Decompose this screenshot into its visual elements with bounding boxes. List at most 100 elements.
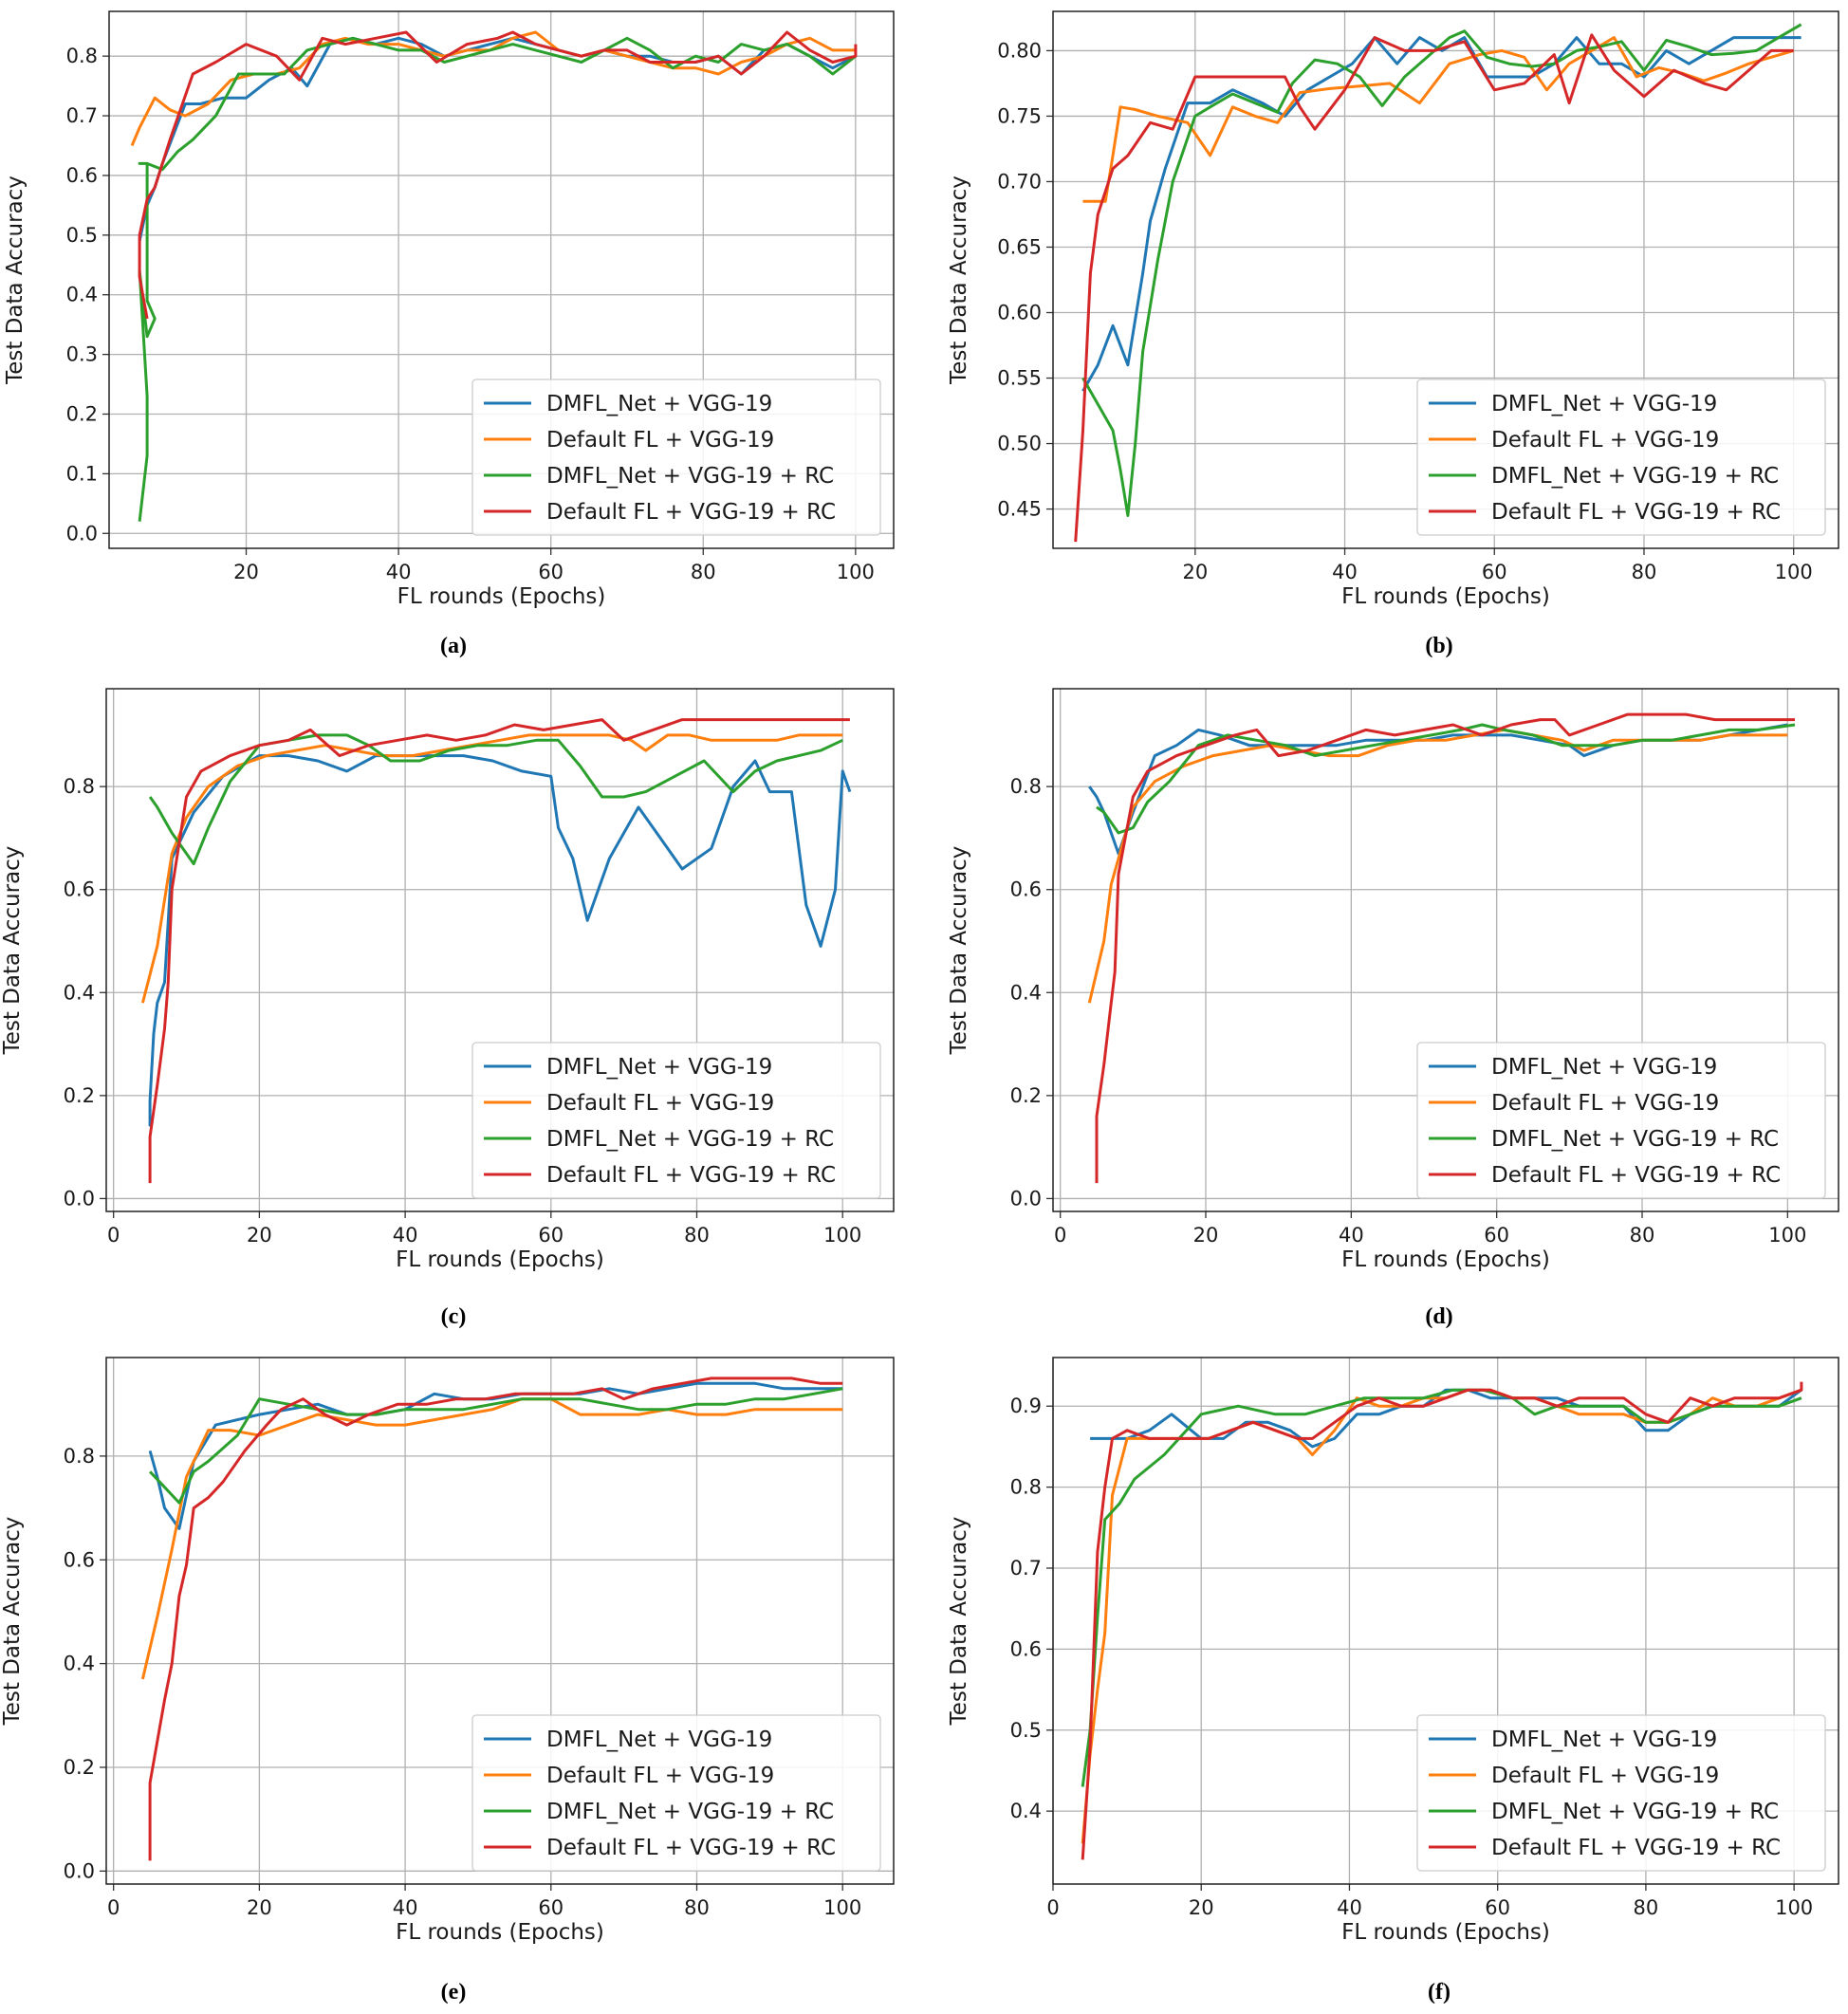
chart-panel: 0 20 40 60 80 100 0.0 0.2 0.4 0.6 0.8 FL rounds (Ep… xyxy=(0,688,895,1329)
legend-entry-label: Default FL + VGG-19 xyxy=(546,1764,774,1788)
y-tick-label: 0.4 xyxy=(66,284,98,306)
legend-entry-label: DMFL_Net + VGG-19 + RC xyxy=(546,1127,834,1152)
x-tick-label: 20 xyxy=(233,561,259,583)
series-line xyxy=(140,1397,843,1680)
plot-frame xyxy=(105,688,895,1212)
y-tick-label: 0.1 xyxy=(66,462,98,485)
legend-entry-label: Default FL + VGG-19 + RC xyxy=(1491,500,1781,525)
y-tick-label: 0.2 xyxy=(66,403,98,426)
series-line xyxy=(1088,723,1788,856)
series-line xyxy=(140,733,843,1004)
x-tick-label: 80 xyxy=(684,1896,710,1919)
x-tick-label: 100 xyxy=(823,1896,861,1919)
series-line xyxy=(1081,23,1802,517)
series-line xyxy=(1081,36,1802,393)
y-tick-label: 0.4 xyxy=(64,1653,95,1675)
x-axis-label: FL rounds (Epochs) xyxy=(397,584,606,609)
y-tick-label: 0.0 xyxy=(1010,1187,1042,1210)
plot-frame xyxy=(1052,1357,1839,1885)
legend-entry-label: Default FL + VGG-19 + RC xyxy=(546,500,836,525)
legend-entry-label: Default FL + VGG-19 + RC xyxy=(546,1836,836,1860)
legend-box xyxy=(471,1042,881,1199)
series-line xyxy=(1081,1388,1802,1787)
legend-entry-label: DMFL_Net + VGG-19 xyxy=(546,392,772,416)
chart-panel: 0 20 40 60 80 100 0.0 0.2 0.4 0.6 0.8 FL rounds (Ep… xyxy=(947,688,1839,1329)
legend-entry-label: Default FL + VGG-19 xyxy=(546,428,774,453)
x-tick-label: 0 xyxy=(1054,1224,1066,1247)
x-tick-label: 60 xyxy=(538,1224,564,1247)
y-tick-label: 0.4 xyxy=(1010,981,1042,1004)
y-tick-label: 0.0 xyxy=(66,522,98,545)
y-axis-label: Test Data Accuracy xyxy=(947,846,971,1056)
panel-caption: (a) xyxy=(440,634,467,658)
y-tick-label: 0.7 xyxy=(66,104,98,127)
legend-entry-label: Default FL + VGG-19 + RC xyxy=(1491,1163,1781,1188)
x-tick-label: 60 xyxy=(1484,1224,1509,1247)
y-tick-label: 0.8 xyxy=(64,775,95,798)
legend-entry-label: Default FL + VGG-19 xyxy=(546,1091,774,1116)
series-line xyxy=(1087,728,1788,1004)
legend-entry-label: DMFL_Net + VGG-19 + RC xyxy=(1491,1127,1779,1152)
legend-entry-label: Default FL + VGG-19 xyxy=(1491,1764,1719,1788)
series-line xyxy=(1096,723,1796,835)
y-tick-label: 0.2 xyxy=(64,1756,95,1779)
series-line xyxy=(148,1377,843,1861)
x-tick-label: 40 xyxy=(1339,1224,1364,1247)
y-axis-label: Test Data Accuracy xyxy=(947,1517,971,1727)
x-tick-label: 40 xyxy=(1332,561,1358,583)
series-line xyxy=(138,30,858,320)
legend-entry-label: DMFL_Net + VGG-19 xyxy=(546,1728,772,1752)
legend-entry-label: DMFL_Net + VGG-19 xyxy=(1491,392,1717,416)
plot-frame xyxy=(1052,10,1839,549)
legend-box xyxy=(471,379,881,536)
series-line xyxy=(148,733,843,866)
legend-entry-label: Default FL + VGG-19 + RC xyxy=(546,1163,836,1188)
legend-entry-label: Default FL + VGG-19 + RC xyxy=(1491,1836,1781,1860)
series-line xyxy=(148,1381,843,1530)
legend-entry-label: DMFL_Net + VGG-19 xyxy=(1491,1055,1717,1080)
panel-caption: (d) xyxy=(1425,1304,1452,1329)
y-axis-label: Test Data Accuracy xyxy=(0,846,25,1056)
x-tick-label: 20 xyxy=(1182,561,1208,583)
x-tick-label: 80 xyxy=(1632,561,1657,583)
panel-caption: (f) xyxy=(1428,1980,1451,2005)
y-tick-label: 0.5 xyxy=(1010,1719,1042,1742)
legend-entry-label: DMFL_Net + VGG-19 + RC xyxy=(1491,464,1779,489)
y-tick-label: 0.6 xyxy=(1010,878,1042,901)
x-tick-label: 0 xyxy=(1046,1896,1059,1919)
y-axis-label: Test Data Accuracy xyxy=(3,176,28,385)
legend-box xyxy=(1416,379,1826,536)
y-tick-label: 0.8 xyxy=(1010,1476,1042,1499)
x-axis-label: FL rounds (Epochs) xyxy=(396,1920,604,1945)
x-axis-label: FL rounds (Epochs) xyxy=(396,1247,604,1272)
plot-frame xyxy=(105,1357,895,1885)
x-tick-label: 40 xyxy=(393,1224,418,1247)
y-tick-label: 0.6 xyxy=(66,164,98,187)
legend-entry-label: DMFL_Net + VGG-19 + RC xyxy=(546,1800,834,1824)
panel-caption: (e) xyxy=(441,1980,467,2005)
x-tick-label: 80 xyxy=(1630,1224,1655,1247)
x-tick-label: 40 xyxy=(393,1896,418,1919)
x-tick-label: 100 xyxy=(1768,1224,1806,1247)
legend-box xyxy=(471,1714,881,1872)
chart-panel: 20 40 60 80 100 0.45 0.50 0.55 0.60 0.65 0.70 0.75 0… xyxy=(947,10,1839,658)
x-tick-label: 20 xyxy=(1189,1896,1214,1919)
x-tick-label: 60 xyxy=(538,1896,564,1919)
plot-frame xyxy=(108,10,895,549)
y-axis-label: Test Data Accuracy xyxy=(0,1517,25,1727)
legend-entry-label: DMFL_Net + VGG-19 xyxy=(546,1055,772,1080)
y-tick-label: 0.2 xyxy=(1010,1084,1042,1107)
x-tick-label: 100 xyxy=(837,561,875,583)
y-axis-label: Test Data Accuracy xyxy=(947,176,971,385)
y-tick-label: 0.0 xyxy=(64,1859,95,1882)
x-axis-label: FL rounds (Epochs) xyxy=(1341,1247,1550,1272)
legend-box xyxy=(1416,1714,1826,1872)
y-tick-label: 0.7 xyxy=(1010,1557,1042,1580)
series-line xyxy=(148,754,852,1127)
x-tick-label: 100 xyxy=(1775,561,1813,583)
x-tick-label: 100 xyxy=(823,1224,861,1247)
chart-panel: 0 20 40 60 80 100 0.4 0.5 0.6 0.7 0.8 0.9 FL rounds … xyxy=(947,1357,1839,2005)
x-axis-label: FL rounds (Epochs) xyxy=(1341,584,1550,609)
x-tick-label: 40 xyxy=(386,561,412,583)
